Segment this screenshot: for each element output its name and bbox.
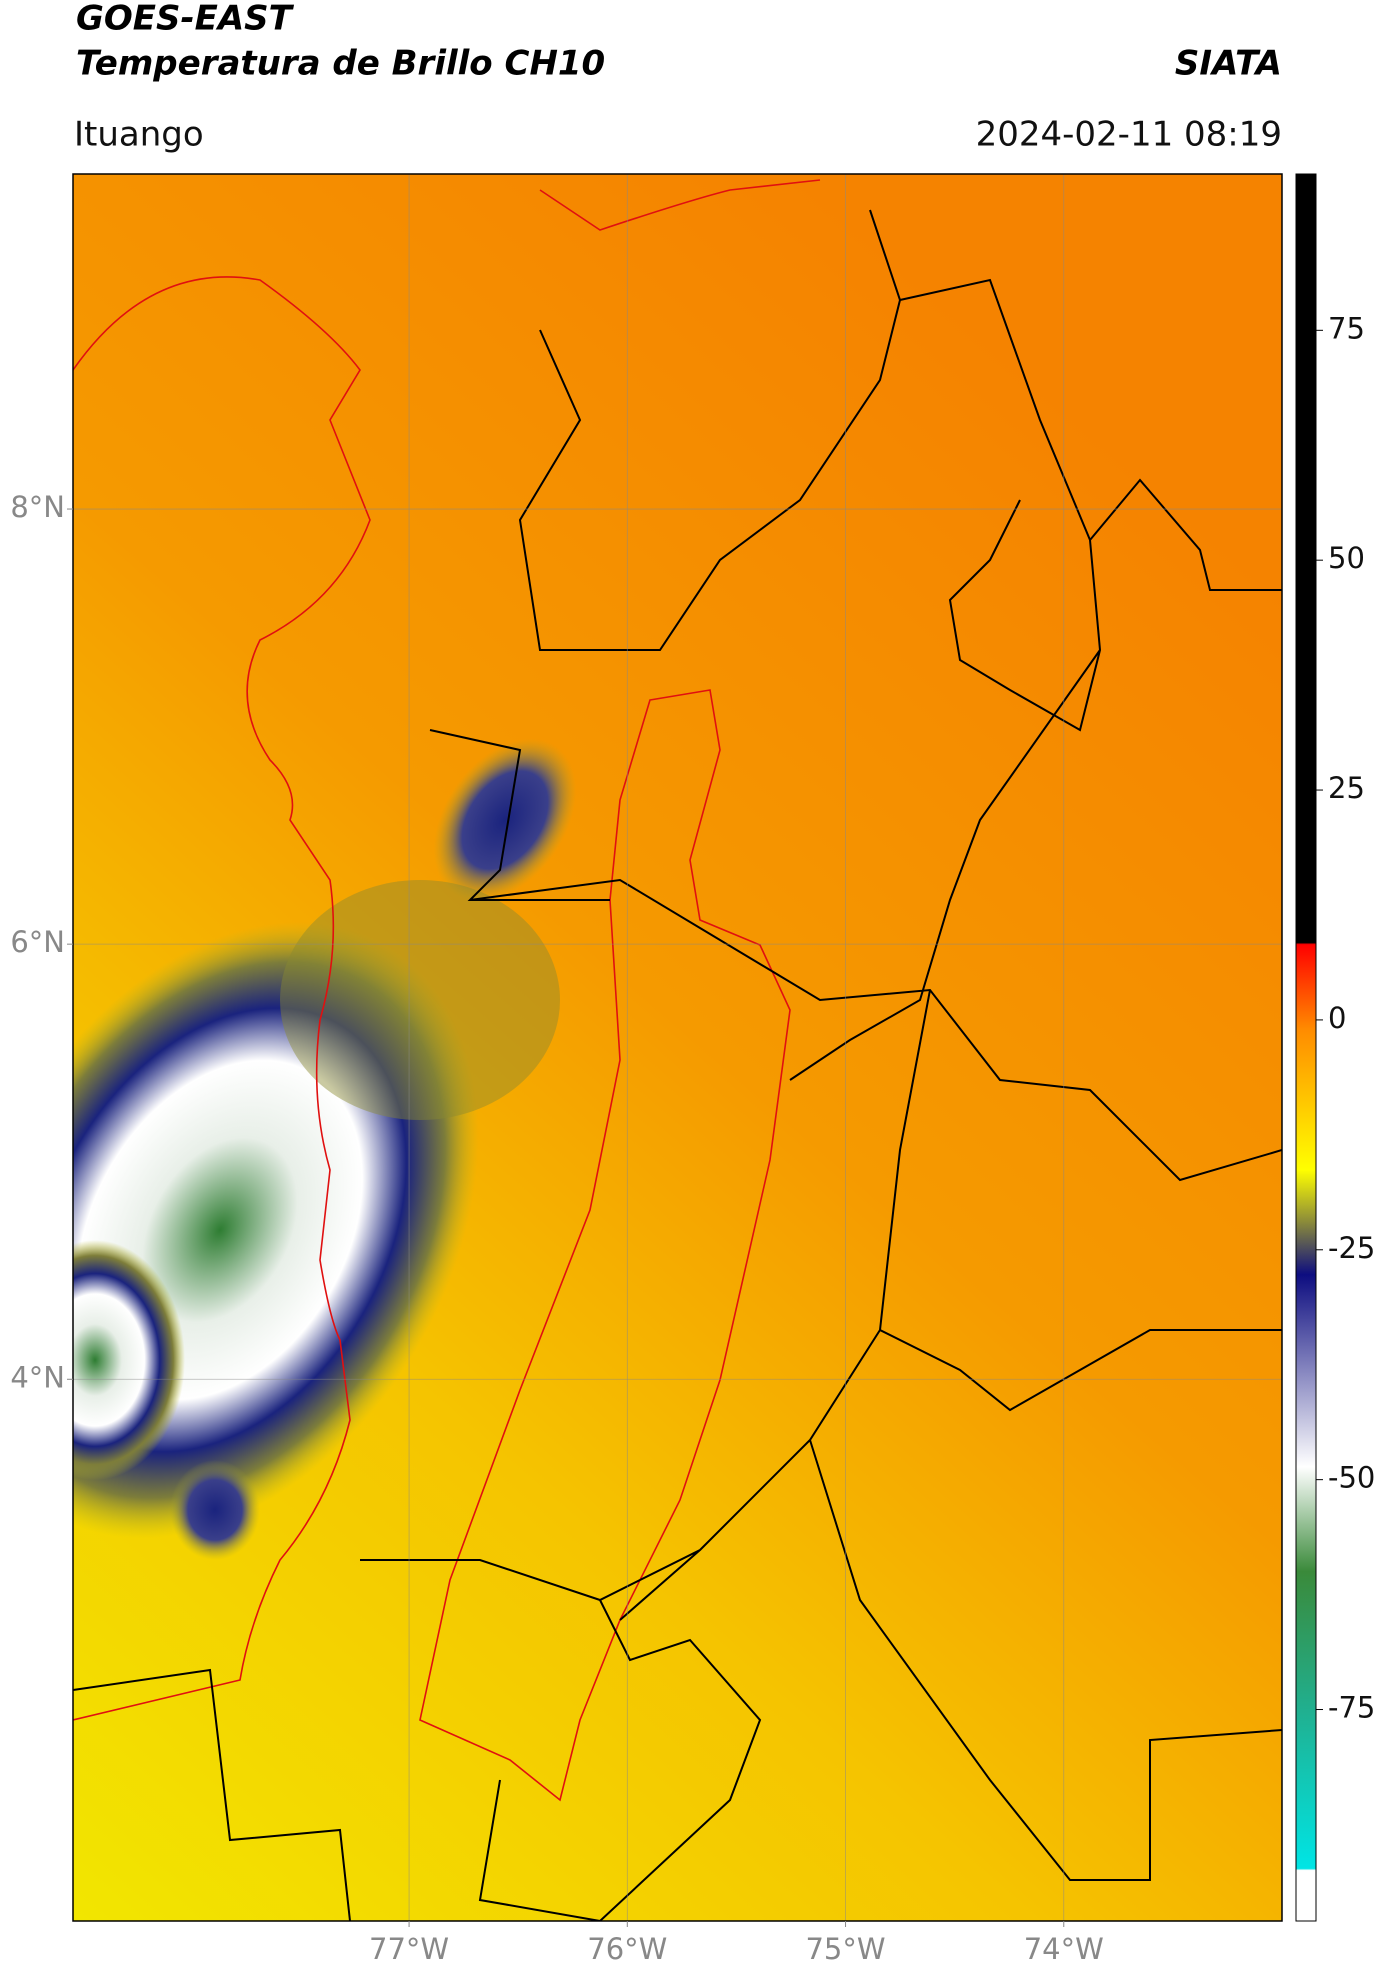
department-border <box>73 209 1282 1921</box>
coastline <box>73 276 371 1721</box>
subtitle: Temperatura de Brillo CH10 <box>76 44 605 84</box>
y-tick-label: 4°N <box>10 1360 65 1394</box>
map-frame <box>72 173 1283 1922</box>
department-border <box>419 689 791 1802</box>
x-tick-label: 74°W <box>1024 1932 1104 1966</box>
x-tick-label: 76°W <box>587 1932 667 1966</box>
x-tick-label: 75°W <box>805 1932 885 1966</box>
source: SIATA <box>1175 44 1282 84</box>
timestamp: 2024-02-11 08:19 <box>976 115 1282 155</box>
map <box>73 174 1282 1921</box>
grid <box>73 174 1282 1921</box>
x-tick-label: 77°W <box>369 1932 449 1966</box>
colorbar-tick-label: 25 <box>1328 771 1365 805</box>
colorbar-tick-label: 75 <box>1328 311 1365 345</box>
coastline <box>539 179 821 231</box>
colorbar-tick-label: -25 <box>1328 1231 1375 1265</box>
cloud-cell <box>170 1460 260 1560</box>
colorbar <box>1295 173 1317 1922</box>
location: Ituango <box>74 115 204 155</box>
colorbar-tick-label: 0 <box>1328 1001 1346 1035</box>
colorbar-tick-label: -75 <box>1328 1691 1375 1725</box>
storm <box>73 1240 185 1480</box>
cloud-area <box>280 880 560 1120</box>
colorbar-tick-label: -50 <box>1328 1461 1375 1495</box>
cloud-cell <box>433 738 577 902</box>
y-tick-label: 8°N <box>10 490 65 524</box>
y-tick-label: 6°N <box>10 925 65 959</box>
colorbar-tick-label: 50 <box>1328 541 1365 575</box>
title: GOES-EAST <box>76 0 295 39</box>
